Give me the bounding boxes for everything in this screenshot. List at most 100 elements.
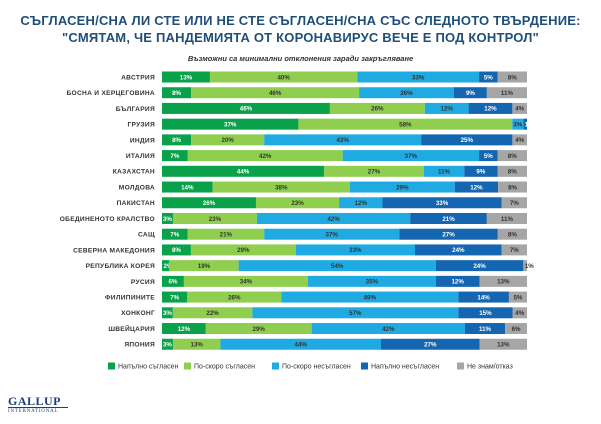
- data-label: 29%: [396, 184, 409, 191]
- bar-segment: [238, 260, 436, 272]
- data-label: 6%: [168, 279, 177, 286]
- data-label: 26%: [228, 294, 241, 301]
- bar-segment: [468, 102, 513, 114]
- bar-segment: [298, 118, 513, 130]
- bar-segment: [187, 291, 282, 303]
- legend-label: Напълно съгласен: [118, 364, 179, 371]
- category-label: ГРУЗИЯ: [127, 122, 155, 129]
- bar-segment: [205, 323, 312, 335]
- data-label: 8%: [508, 169, 517, 176]
- data-label: 11%: [501, 90, 514, 97]
- data-label: 42%: [259, 153, 272, 160]
- data-label: 27%: [424, 342, 437, 349]
- data-label: 8%: [508, 184, 517, 191]
- bar-row: ПАКИСТАН 26% 23% 12% 33% 7%: [117, 197, 527, 209]
- data-label: 54%: [331, 263, 344, 270]
- data-label: 6%: [512, 326, 521, 333]
- data-label: 3%: [513, 121, 522, 128]
- bar-segment: [508, 291, 527, 303]
- bar-row: ШВЕЙЦАРИЯ 12% 29% 42% 11% 6%: [108, 323, 527, 335]
- data-label: 8%: [508, 232, 517, 239]
- data-label: 12%: [451, 279, 464, 286]
- bar-segment: [505, 323, 527, 335]
- bar-segment: [187, 228, 265, 240]
- data-label: 9%: [466, 90, 475, 97]
- bar-segment: [264, 228, 400, 240]
- bar-segment: [187, 150, 343, 162]
- data-label: 26%: [371, 106, 384, 113]
- bar-segment: [162, 338, 173, 350]
- data-label: 7%: [510, 200, 519, 207]
- legend-item: По-скоро съгласен: [184, 362, 255, 371]
- bar-segment: [381, 338, 480, 350]
- legend-item: Напълно съгласен: [108, 362, 179, 371]
- data-label: 14%: [181, 184, 194, 191]
- data-label: 7%: [170, 294, 179, 301]
- category-label: САЩ: [138, 232, 155, 239]
- data-label: 44%: [295, 342, 308, 349]
- data-label: 8%: [508, 153, 517, 160]
- bar-row: ХОНКОНГ 3% 22% 57% 15% 4%: [121, 307, 527, 319]
- data-label: 21%: [442, 216, 455, 223]
- data-label: 4%: [515, 137, 524, 144]
- bar-segment: [281, 291, 459, 303]
- bar-segment: [172, 307, 253, 319]
- bar-row: САЩ 7% 21% 37% 27% 8%: [138, 228, 527, 240]
- data-label: 8%: [172, 247, 181, 254]
- data-label: 37%: [326, 232, 339, 239]
- bar-segment: [162, 260, 170, 272]
- bar-segment: [162, 197, 256, 209]
- bar-segment: [512, 134, 527, 146]
- category-label: РЕПУБЛИКА КОРЕЯ: [86, 263, 155, 270]
- data-label: 34%: [240, 279, 253, 286]
- category-label: ФИЛИПИНИТЕ: [105, 294, 155, 301]
- legend-swatch: [457, 362, 464, 370]
- category-label: ИНДИЯ: [130, 137, 155, 144]
- data-label: 40%: [277, 74, 290, 81]
- bar-row: БОСНА И ХЕРЦЕГОВИНА 8% 46% 26% 9% 11%: [67, 87, 527, 99]
- data-label: 2%: [164, 263, 173, 270]
- bar-segment: [172, 212, 257, 224]
- data-label: 24%: [452, 247, 465, 254]
- bar-segment: [308, 275, 436, 287]
- data-label: 35%: [366, 279, 379, 286]
- bar-segment: [497, 71, 527, 83]
- category-label: БОСНА И ХЕРЦЕГОВИНА: [67, 90, 155, 97]
- data-label: 13%: [497, 342, 510, 349]
- category-label: ИТАЛИЯ: [126, 153, 155, 160]
- data-label: 20%: [222, 137, 235, 144]
- bar-segment: [162, 181, 213, 193]
- bar-segment: [255, 197, 340, 209]
- legend-swatch: [272, 362, 279, 370]
- data-label: 7%: [510, 247, 519, 254]
- data-label: 9%: [476, 169, 485, 176]
- bar-segment: [501, 244, 527, 256]
- bar-segment: [169, 260, 239, 272]
- category-label: ПАКИСТАН: [117, 200, 155, 207]
- category-label: АВСТРИЯ: [121, 74, 155, 81]
- bar-segment: [295, 244, 415, 256]
- data-label: 42%: [327, 216, 340, 223]
- data-label: 8%: [172, 90, 181, 97]
- category-label: ХОНКОНГ: [121, 310, 155, 317]
- bar-segment: [454, 181, 499, 193]
- logo-subtitle: INTERNATIONAL: [8, 407, 68, 415]
- legend: Напълно съгласен По-скоро съгласен По-скор…: [108, 362, 513, 371]
- data-label: 23%: [209, 216, 222, 223]
- bar-segment: [435, 260, 524, 272]
- bar-row: ФИЛИПИНИТЕ 7% 26% 49% 14% 5%: [105, 291, 527, 303]
- legend-label: Не знам/отказ: [467, 364, 513, 371]
- data-label: 14%: [477, 294, 490, 301]
- bar-segment: [339, 197, 383, 209]
- data-label: 5%: [513, 294, 522, 301]
- data-label: 11%: [501, 216, 514, 223]
- data-label: 29%: [237, 247, 250, 254]
- bar-segment: [183, 275, 308, 287]
- chart-title-line-1: СЪГЛАСЕН/СНА ЛИ СТЕ ИЛИ НЕ СТЕ СЪГЛАСЕН/…: [20, 13, 581, 28]
- bar-row: МОЛДОВА 14% 38% 29% 12% 8%: [119, 181, 527, 193]
- bar-segment: [162, 244, 191, 256]
- data-label: 5%: [484, 153, 493, 160]
- legend-item: По-скоро несъгласен: [272, 362, 351, 371]
- bar-segment: [423, 165, 465, 177]
